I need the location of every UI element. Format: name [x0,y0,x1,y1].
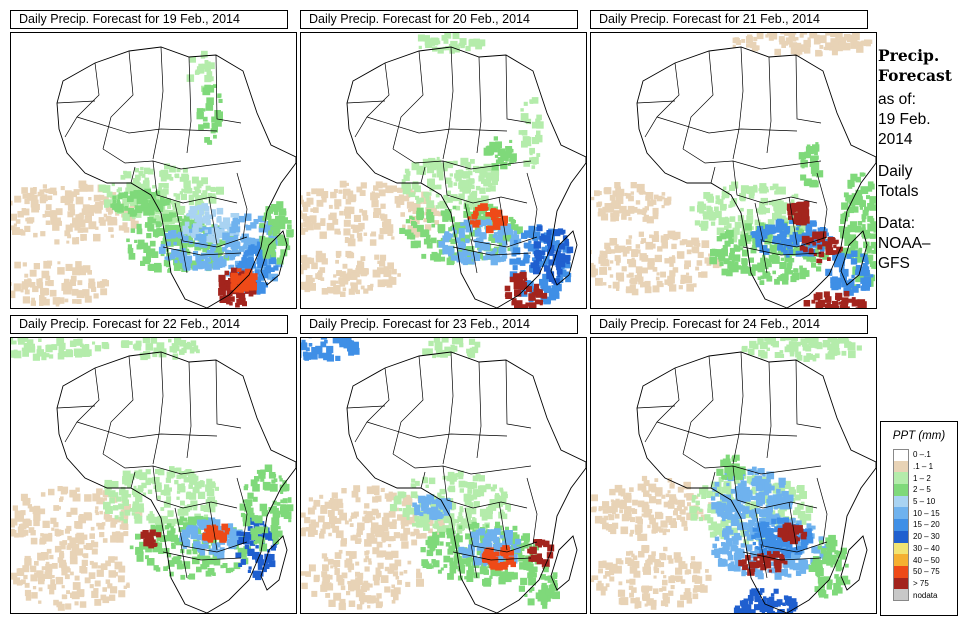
legend-swatch [893,565,909,578]
legend-item: 15 – 20 [881,519,957,531]
precip-map [300,337,587,614]
legend-swatch [893,449,909,461]
legend-swatch [893,484,909,496]
legend-label: 50 – 75 [913,567,940,577]
info-as-of-label: as of: [878,91,916,108]
legend-label: .1 – 1 [913,462,934,472]
precip-field [591,338,862,613]
precip-map [10,32,297,309]
legend-swatch [893,472,909,485]
legend-swatch [893,495,909,508]
legend-label: 15 – 20 [913,520,940,530]
panel-title: Daily Precip. Forecast for 23 Feb., 2014 [300,315,578,334]
legend-swatch [893,589,909,601]
legend-swatch [893,507,909,520]
africa-precip-map [591,338,876,613]
precip-field [591,33,876,308]
legend-item: 40 – 50 [881,554,957,566]
panel-title: Daily Precip. Forecast for 19 Feb., 2014 [10,10,288,29]
legend-item: 10 – 15 [881,507,957,520]
country-borders [56,46,296,308]
legend-item: 20 – 30 [881,530,957,543]
precip-field [11,338,294,611]
legend-label: 10 – 15 [913,508,940,518]
legend-label: 5 – 10 [913,497,936,507]
legend-swatch [893,530,909,543]
legend-swatch [893,542,909,555]
legend-item: 0 –.1 [881,449,957,461]
country-borders [636,46,876,308]
info-year: 2014 [878,131,913,148]
precip-map [10,337,297,614]
forecast-info: Precip. Forecast as of: 19 Feb. 2014 Dai… [878,46,963,274]
legend-item: .1 – 1 [881,460,957,473]
legend-label: 2 – 5 [913,485,931,495]
info-source-2: GFS [878,255,910,272]
info-data-label: Data: [878,215,916,232]
precip-map [590,337,877,614]
legend-item: 30 – 40 [881,542,957,555]
legend-item: 5 – 10 [881,495,957,508]
legend-item: 1 – 2 [881,472,957,485]
info-totals: Totals [878,183,919,200]
country-borders [346,351,586,613]
panel-title: Daily Precip. Forecast for 24 Feb., 2014 [590,315,868,334]
legend-item: > 75 [881,577,957,590]
info-title-line2: Forecast [878,66,952,85]
precip-field [301,338,560,611]
country-borders [56,351,296,613]
legend-label: 0 –.1 [913,450,931,460]
legend-label: nodata [913,590,938,600]
legend-item: nodata [881,589,957,601]
legend-label: 30 – 40 [913,543,940,553]
africa-precip-map [591,33,876,308]
legend-swatch [893,519,909,531]
info-title-line1: Precip. [878,46,940,65]
legend-swatch [893,460,909,473]
country-borders [346,46,586,308]
legend-swatch [893,554,909,566]
precip-map [300,32,587,309]
legend-label: 20 – 30 [913,532,940,542]
panel-title: Daily Precip. Forecast for 22 Feb., 2014 [10,315,288,334]
africa-precip-map [11,46,296,308]
info-source-1: NOAA– [878,235,931,252]
legend-item: 2 – 5 [881,484,957,496]
legend-swatch [893,577,909,590]
precip-map [590,32,877,309]
africa-precip-map [301,33,586,308]
precip-field [301,33,574,308]
info-daily: Daily [878,163,913,180]
africa-precip-map [11,338,296,613]
legend-item: 50 – 75 [881,565,957,578]
legend-label: 40 – 50 [913,555,940,565]
panel-title: Daily Precip. Forecast for 21 Feb., 2014 [590,10,868,29]
africa-precip-map [301,338,586,613]
panel-title: Daily Precip. Forecast for 20 Feb., 2014 [300,10,578,29]
legend-label: > 75 [913,578,929,588]
info-date: 19 Feb. [878,111,931,128]
legend-label: 1 – 2 [913,473,931,483]
country-borders [636,351,876,613]
legend-title: PPT (mm) [892,430,946,442]
